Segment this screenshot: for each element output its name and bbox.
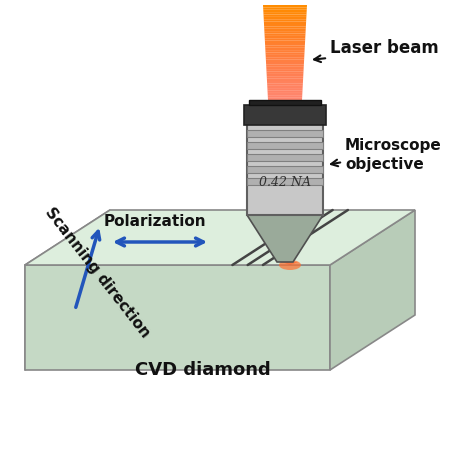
Text: CVD diamond: CVD diamond [135,361,270,379]
Polygon shape [266,62,304,64]
Polygon shape [267,81,303,83]
Polygon shape [266,69,304,72]
Polygon shape [265,53,304,55]
Polygon shape [264,36,305,38]
Bar [247,142,323,149]
Polygon shape [263,5,307,7]
Text: Polarization: Polarization [104,215,206,230]
Polygon shape [247,215,323,262]
Polygon shape [267,86,303,88]
Polygon shape [264,12,307,14]
Polygon shape [264,19,306,22]
Bar [247,130,323,137]
Polygon shape [265,48,305,50]
Polygon shape [268,93,302,95]
Polygon shape [266,72,303,74]
Polygon shape [264,22,306,24]
Polygon shape [265,38,305,41]
Bar [247,178,323,185]
Polygon shape [264,31,306,34]
Polygon shape [249,100,321,105]
Polygon shape [263,7,307,10]
Polygon shape [265,43,305,45]
Polygon shape [265,50,305,53]
Polygon shape [267,79,303,81]
Polygon shape [25,265,330,370]
Polygon shape [267,83,303,86]
Polygon shape [330,210,415,370]
Text: Microscope
objective: Microscope objective [345,138,442,172]
Polygon shape [267,76,303,79]
Polygon shape [25,210,110,370]
Polygon shape [247,120,323,215]
Polygon shape [268,95,302,98]
Polygon shape [266,64,304,67]
Polygon shape [264,29,306,31]
Polygon shape [244,105,326,125]
Polygon shape [266,60,304,62]
Text: Scanning direction: Scanning direction [42,205,152,340]
Polygon shape [266,74,303,76]
Polygon shape [264,17,306,19]
Text: 0.42 NA: 0.42 NA [259,176,311,189]
Ellipse shape [279,260,301,270]
Polygon shape [267,88,302,91]
Polygon shape [267,91,302,93]
Polygon shape [268,98,302,100]
Polygon shape [265,41,305,43]
Polygon shape [266,57,304,60]
Polygon shape [265,45,305,48]
Bar [247,154,323,161]
Polygon shape [264,24,306,26]
Polygon shape [264,34,306,36]
Text: Laser beam: Laser beam [330,39,439,57]
Polygon shape [264,26,306,29]
Bar [247,166,323,173]
Polygon shape [264,14,307,17]
Polygon shape [263,10,307,12]
Polygon shape [266,67,304,69]
Polygon shape [265,55,304,57]
Polygon shape [25,210,415,265]
